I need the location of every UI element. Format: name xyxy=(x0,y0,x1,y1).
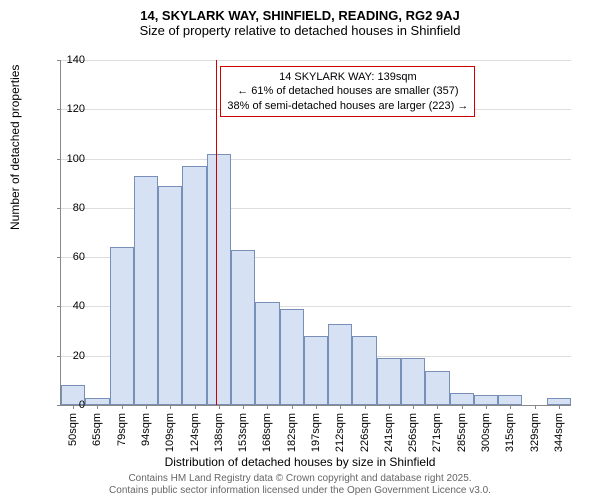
ytick-label: 0 xyxy=(55,399,85,411)
gridline xyxy=(61,159,571,160)
annotation-line-3: 38% of semi-detached houses are larger (… xyxy=(227,99,468,113)
histogram-bar xyxy=(328,324,352,405)
ytick-label: 120 xyxy=(55,103,85,115)
xtick-label: 79sqm xyxy=(116,413,128,446)
xtick-label: 212sqm xyxy=(334,413,346,452)
xtick-mark xyxy=(510,405,511,409)
xtick-label: 226sqm xyxy=(359,413,371,452)
footer-attribution: Contains HM Land Registry data © Crown c… xyxy=(0,473,600,497)
chart-container: 14, SKYLARK WAY, SHINFIELD, READING, RG2… xyxy=(0,0,600,500)
annotation-line-1: 14 SKYLARK WAY: 139sqm xyxy=(227,70,468,84)
histogram-bar xyxy=(134,176,158,405)
xtick-mark xyxy=(462,405,463,409)
xtick-mark xyxy=(486,405,487,409)
histogram-bar xyxy=(377,358,401,405)
xtick-label: 109sqm xyxy=(164,413,176,452)
xtick-label: 94sqm xyxy=(140,413,152,446)
xtick-mark xyxy=(219,405,220,409)
xtick-mark xyxy=(122,405,123,409)
xtick-mark xyxy=(292,405,293,409)
histogram-bar xyxy=(85,398,109,405)
histogram-bar xyxy=(401,358,425,405)
ytick-label: 100 xyxy=(55,153,85,165)
footer-line-2: Contains public sector information licen… xyxy=(0,485,600,497)
xtick-label: 344sqm xyxy=(553,413,565,452)
ytick-label: 80 xyxy=(55,202,85,214)
chart-title-main: 14, SKYLARK WAY, SHINFIELD, READING, RG2… xyxy=(0,0,600,23)
xtick-mark xyxy=(413,405,414,409)
plot-area: 14 SKYLARK WAY: 139sqm← 61% of detached … xyxy=(60,60,571,406)
xtick-label: 300sqm xyxy=(480,413,492,452)
xtick-label: 153sqm xyxy=(237,413,249,452)
xtick-mark xyxy=(437,405,438,409)
xtick-mark xyxy=(146,405,147,409)
histogram-bar xyxy=(231,250,255,405)
xtick-label: 315sqm xyxy=(504,413,516,452)
footer-line-1: Contains HM Land Registry data © Crown c… xyxy=(0,473,600,485)
histogram-bar xyxy=(158,186,182,405)
xtick-mark xyxy=(340,405,341,409)
histogram-bar xyxy=(498,395,522,405)
xtick-mark xyxy=(97,405,98,409)
xtick-mark xyxy=(195,405,196,409)
xtick-label: 124sqm xyxy=(189,413,201,452)
ytick-label: 60 xyxy=(55,251,85,263)
xtick-mark xyxy=(535,405,536,409)
xtick-mark xyxy=(389,405,390,409)
xtick-mark xyxy=(316,405,317,409)
xtick-label: 168sqm xyxy=(261,413,273,452)
histogram-bar xyxy=(450,393,474,405)
histogram-bar xyxy=(425,371,449,406)
histogram-bar xyxy=(304,336,328,405)
xtick-label: 241sqm xyxy=(383,413,395,452)
histogram-bar xyxy=(547,398,571,405)
xtick-mark xyxy=(243,405,244,409)
xtick-label: 197sqm xyxy=(310,413,322,452)
xtick-label: 50sqm xyxy=(67,413,79,446)
histogram-bar xyxy=(110,247,134,405)
xtick-label: 271sqm xyxy=(431,413,443,452)
ytick-label: 20 xyxy=(55,350,85,362)
histogram-bar xyxy=(280,309,304,405)
annotation-line-2: ← 61% of detached houses are smaller (35… xyxy=(227,84,468,98)
x-axis-label: Distribution of detached houses by size … xyxy=(0,455,600,469)
xtick-mark xyxy=(559,405,560,409)
xtick-label: 285sqm xyxy=(456,413,468,452)
chart-title-sub: Size of property relative to detached ho… xyxy=(0,23,600,42)
histogram-bar xyxy=(207,154,231,405)
xtick-label: 182sqm xyxy=(286,413,298,452)
histogram-bar xyxy=(474,395,498,405)
histogram-bar xyxy=(255,302,279,406)
y-axis-label: Number of detached properties xyxy=(8,65,22,230)
xtick-mark xyxy=(267,405,268,409)
xtick-label: 138sqm xyxy=(213,413,225,452)
xtick-label: 329sqm xyxy=(529,413,541,452)
ytick-label: 40 xyxy=(55,300,85,312)
annotation-box: 14 SKYLARK WAY: 139sqm← 61% of detached … xyxy=(220,66,475,117)
xtick-label: 65sqm xyxy=(91,413,103,446)
xtick-label: 256sqm xyxy=(407,413,419,452)
gridline xyxy=(61,60,571,61)
property-marker-line xyxy=(216,60,217,405)
ytick-label: 140 xyxy=(55,54,85,66)
xtick-mark xyxy=(365,405,366,409)
histogram-bar xyxy=(182,166,206,405)
xtick-mark xyxy=(170,405,171,409)
histogram-bar xyxy=(352,336,376,405)
